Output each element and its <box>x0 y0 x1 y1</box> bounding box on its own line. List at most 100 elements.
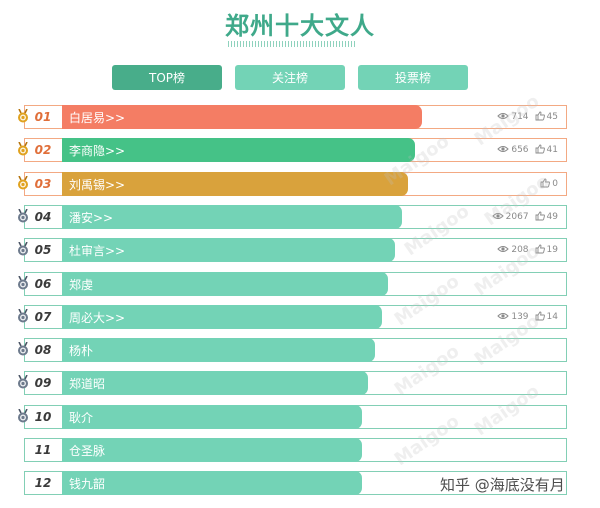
name-bar[interactable]: 杨朴 <box>62 338 375 362</box>
person-name-link[interactable]: 刘禹锡>> <box>69 177 126 192</box>
ranking-row[interactable]: 12 钱九韶 <box>24 471 567 495</box>
name-bar[interactable]: 郑道昭 <box>62 371 368 395</box>
person-name-link[interactable]: 仓圣脉 <box>69 443 106 458</box>
rank-medal-icon <box>17 175 29 190</box>
rank-medal-icon <box>17 141 29 156</box>
likes-count: 19 <box>546 245 558 255</box>
rank-number: 05 <box>34 243 52 257</box>
person-name-link[interactable]: 钱九韶 <box>69 476 106 491</box>
ranking-row[interactable]: 11 仓圣脉 <box>24 438 567 462</box>
row-stats: 2067 49 <box>491 206 558 228</box>
likes-count: 0 <box>552 179 558 189</box>
eye-icon <box>497 112 510 123</box>
likes-count: 41 <box>546 145 558 155</box>
likes-count: 14 <box>546 312 558 322</box>
views-stat: 208 <box>497 245 529 256</box>
person-name-link[interactable]: 郑道昭 <box>69 376 106 391</box>
rank-medal-icon <box>17 241 29 256</box>
ranking-row[interactable]: 10 耿介 <box>24 405 567 429</box>
rank-medal-icon <box>17 374 29 389</box>
views-stat: 2067 <box>491 212 529 223</box>
likes-stat[interactable]: 49 <box>535 211 558 224</box>
likes-stat[interactable]: 14 <box>535 311 558 324</box>
name-bar[interactable]: 潘安>> <box>62 205 402 229</box>
eye-icon <box>497 245 510 256</box>
ranking-row[interactable]: 09 郑道昭 <box>24 371 567 395</box>
views-count: 2067 <box>505 212 529 222</box>
ranking-row[interactable]: 01 白居易>> 714 45 <box>24 105 567 129</box>
rank-number: 04 <box>34 210 52 224</box>
views-count: 714 <box>511 112 529 122</box>
row-stats: 208 19 <box>497 239 558 261</box>
person-name-link[interactable]: 郑虔 <box>69 277 94 292</box>
name-bar[interactable]: 耿介 <box>62 405 362 429</box>
ranking-row[interactable]: 08 杨朴 <box>24 338 567 362</box>
thumbs-up-icon[interactable] <box>535 244 545 257</box>
likes-count: 49 <box>546 212 558 222</box>
views-count: 656 <box>511 145 529 155</box>
credit-text: 知乎 @海底没有月 <box>440 476 565 494</box>
eye-icon <box>491 212 504 223</box>
rank-number: 08 <box>34 343 52 357</box>
rank-number: 10 <box>34 410 52 424</box>
thumbs-up-icon[interactable] <box>535 144 545 157</box>
person-name-link[interactable]: 耿介 <box>69 410 94 425</box>
page-title: 郑州十大文人 <box>225 12 375 40</box>
person-name-link[interactable]: 杨朴 <box>69 343 94 358</box>
person-name-link[interactable]: 杜审言>> <box>69 243 126 258</box>
rank-medal-icon <box>17 275 29 290</box>
row-stats: 714 45 <box>497 106 558 128</box>
rank-number: 11 <box>34 443 52 457</box>
views-stat: 714 <box>497 112 529 123</box>
name-bar[interactable]: 郑虔 <box>62 272 388 296</box>
person-name-link[interactable]: 周必大>> <box>69 310 126 325</box>
title-underline <box>228 41 356 47</box>
rank-number: 09 <box>34 376 52 390</box>
ranking-row[interactable]: 04 潘安>> 2067 49 <box>24 205 567 229</box>
name-bar[interactable]: 仓圣脉 <box>62 438 362 462</box>
rank-number: 07 <box>34 310 52 324</box>
ranking-row[interactable]: 06 郑虔 <box>24 272 567 296</box>
thumbs-up-icon[interactable] <box>535 111 545 124</box>
thumbs-up-icon[interactable] <box>535 211 545 224</box>
eye-icon <box>497 145 510 156</box>
ranking-row[interactable]: 07 周必大>> 139 14 <box>24 305 567 329</box>
rank-medal-icon <box>17 308 29 323</box>
tab-2[interactable]: 关注榜 <box>235 65 345 90</box>
person-name-link[interactable]: 白居易>> <box>69 110 126 125</box>
views-stat: 656 <box>497 145 529 156</box>
thumbs-up-icon[interactable] <box>535 311 545 324</box>
person-name-link[interactable]: 潘安>> <box>69 210 114 225</box>
tab-3[interactable]: 投票榜 <box>358 65 468 90</box>
rank-medal-icon <box>17 208 29 223</box>
likes-stat[interactable]: 45 <box>535 111 558 124</box>
ranking-row[interactable]: 05 杜审言>> 208 19 <box>24 238 567 262</box>
rank-number: 02 <box>34 143 52 157</box>
rank-number: 06 <box>34 277 52 291</box>
name-bar[interactable]: 周必大>> <box>62 305 382 329</box>
person-name-link[interactable]: 李商隐>> <box>69 143 126 158</box>
views-count: 139 <box>511 312 529 322</box>
likes-count: 45 <box>546 112 558 122</box>
name-bar[interactable]: 钱九韶 <box>62 471 362 495</box>
ranking-row[interactable]: 03 刘禹锡>> 0 <box>24 172 567 196</box>
row-stats: 656 41 <box>497 139 558 161</box>
likes-stat[interactable]: 19 <box>535 244 558 257</box>
rank-medal-icon <box>17 341 29 356</box>
name-bar[interactable]: 李商隐>> <box>62 138 415 162</box>
rank-number: 12 <box>34 476 52 490</box>
name-bar[interactable]: 刘禹锡>> <box>62 172 408 196</box>
rank-number: 03 <box>34 177 52 191</box>
tab-1[interactable]: TOP榜 <box>112 65 222 90</box>
rank-medal-icon <box>17 108 29 123</box>
thumbs-up-icon[interactable] <box>540 178 551 191</box>
views-stat: 139 <box>497 312 529 323</box>
ranking-row[interactable]: 02 李商隐>> 656 41 <box>24 138 567 162</box>
likes-stat[interactable]: 0 <box>540 178 558 191</box>
row-stats: 139 14 <box>497 306 558 328</box>
name-bar[interactable]: 白居易>> <box>62 105 422 129</box>
name-bar[interactable]: 杜审言>> <box>62 238 395 262</box>
rank-medal-icon <box>17 408 29 423</box>
likes-stat[interactable]: 41 <box>535 144 558 157</box>
rank-number: 01 <box>34 110 52 124</box>
